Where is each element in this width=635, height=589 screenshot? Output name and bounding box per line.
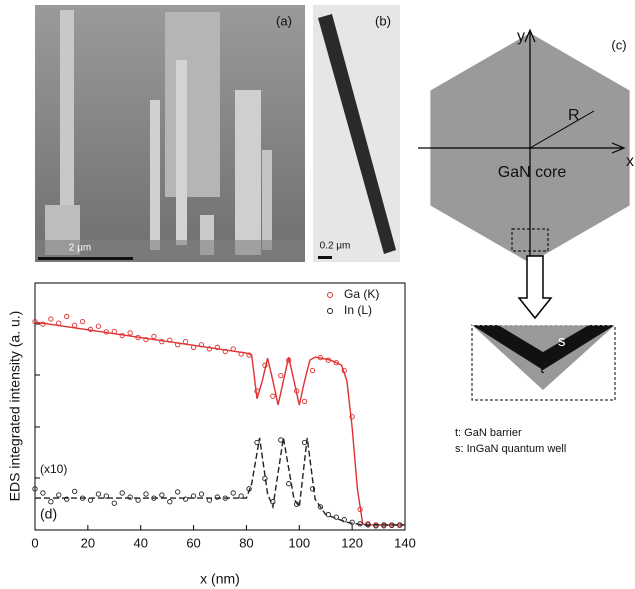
core-label: GaN core (498, 164, 567, 181)
x-tick-label: 80 (239, 535, 253, 550)
data-point (342, 518, 346, 522)
x-tick-label: 140 (394, 535, 416, 550)
data-point (279, 438, 283, 442)
data-point (255, 440, 259, 444)
x-tick-label: 60 (186, 535, 200, 550)
data-point (96, 492, 100, 496)
data-point (72, 323, 76, 327)
legend-text: s: InGaN quantum well (455, 443, 566, 455)
annotation: (x10) (40, 462, 67, 476)
data-point (152, 334, 156, 338)
data-point (271, 394, 275, 398)
legend-marker (328, 293, 333, 298)
legend-marker (328, 309, 333, 314)
data-point (49, 317, 53, 321)
data-point (104, 494, 108, 498)
scale-bar-label: 2 μm (69, 243, 91, 254)
fit-line (35, 438, 405, 525)
data-point (176, 490, 180, 494)
inset-label: s (558, 333, 566, 350)
data-point (310, 368, 314, 372)
data-point (72, 489, 76, 493)
radius-label: R (568, 107, 580, 124)
x-tick-label: 40 (133, 535, 147, 550)
panel-label: (d) (40, 506, 57, 522)
data-point (287, 481, 291, 485)
x-axis-label: x (nm) (200, 571, 240, 587)
x-tick-label: 100 (288, 535, 310, 550)
panel-b: (b) 0.2 μm (313, 5, 400, 262)
panel-label: (a) (276, 13, 292, 28)
data-point (199, 492, 203, 496)
panel-d: x (nm) EDS integrated intensity (a. u.) … (7, 283, 416, 587)
data-point (65, 314, 69, 318)
scale-bar-label: 0.2 μm (320, 241, 351, 252)
x-tick-label: 0 (31, 535, 38, 550)
data-point (112, 501, 116, 505)
data-point (57, 493, 61, 497)
data-point (183, 497, 187, 501)
data-point (120, 491, 124, 495)
data-point (302, 399, 306, 403)
data-point (41, 491, 45, 495)
y-axis-label: EDS integrated intensity (a. u.) (7, 311, 23, 502)
panel-label: (c) (611, 37, 626, 52)
data-point (239, 494, 243, 498)
data-point (144, 492, 148, 496)
x-tick-label: 20 (81, 535, 95, 550)
data-point (80, 319, 84, 323)
data-point (168, 499, 172, 503)
legend-label: Ga (K) (344, 287, 379, 301)
axis-label: y (517, 28, 525, 45)
data-point (96, 324, 100, 328)
legend-text: t: GaN barrier (455, 427, 522, 439)
data-point (57, 321, 61, 325)
data-point (183, 339, 187, 343)
data-point (334, 515, 338, 519)
data-point (279, 373, 283, 377)
panel-label: (b) (375, 13, 391, 28)
figure: (a) 2 μm (b) 0.2 μm (c) y x R GaN core s… (0, 0, 635, 589)
data-point (231, 491, 235, 495)
legend-label: In (L) (344, 303, 372, 317)
data-point (49, 499, 53, 503)
axis-label: x (626, 153, 634, 170)
panel-a: (a) 2 μm (35, 5, 305, 262)
fit-line (35, 322, 405, 525)
data-point (128, 331, 132, 335)
x-tick-label: 120 (341, 535, 363, 550)
data-point (160, 493, 164, 497)
data-point (112, 329, 116, 333)
